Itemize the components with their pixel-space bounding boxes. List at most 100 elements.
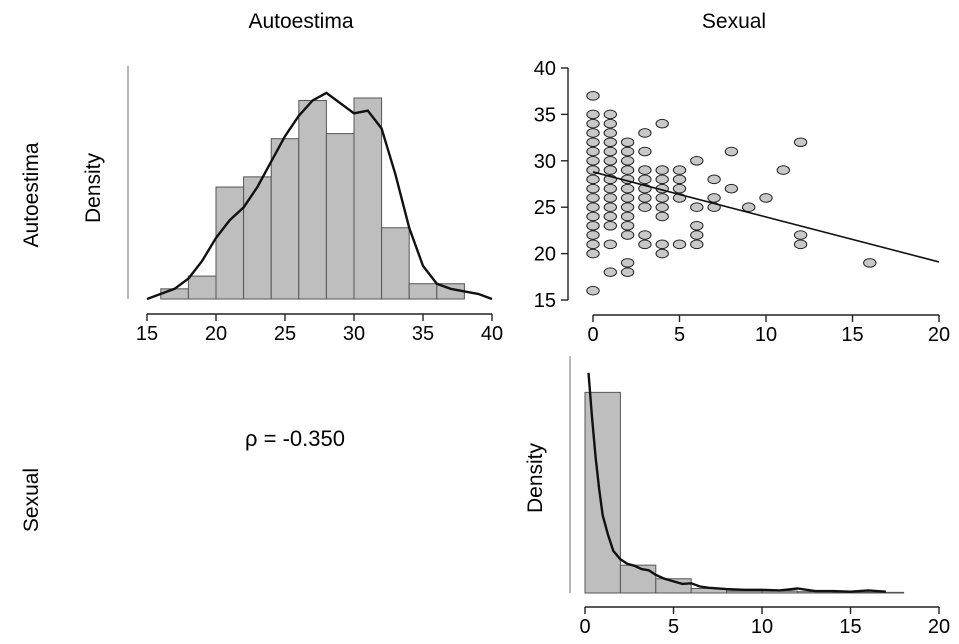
data-point bbox=[620, 137, 635, 148]
x-tick-label: 20 bbox=[928, 324, 950, 346]
data-point bbox=[620, 183, 635, 194]
data-point bbox=[586, 146, 600, 157]
data-point bbox=[638, 128, 652, 138]
data-point bbox=[724, 183, 739, 194]
histogram-bar bbox=[726, 590, 763, 594]
data-point bbox=[776, 165, 790, 175]
data-point bbox=[586, 285, 600, 296]
column-title-autoestima: Autoestima bbox=[248, 10, 353, 33]
data-point bbox=[638, 146, 652, 157]
data-point bbox=[586, 220, 600, 231]
histogram-autoestima-panel: Density 15 20 25 30 35 40 bbox=[82, 66, 503, 345]
data-point bbox=[603, 137, 617, 148]
histogram-bar bbox=[215, 186, 245, 300]
data-point bbox=[586, 109, 600, 120]
histogram-bar bbox=[353, 97, 383, 300]
data-point bbox=[638, 165, 652, 175]
correlation-value: ρ = -0.350 bbox=[245, 426, 345, 451]
data-point bbox=[586, 239, 600, 250]
correlation-panel: ρ = -0.350 bbox=[245, 426, 345, 451]
data-point bbox=[638, 230, 652, 240]
data-point bbox=[620, 193, 635, 203]
x-tick-label: 15 bbox=[136, 323, 158, 345]
data-point bbox=[603, 193, 617, 203]
density-curve bbox=[146, 91, 493, 301]
data-point bbox=[603, 239, 617, 250]
data-point bbox=[620, 165, 635, 175]
data-point bbox=[655, 202, 669, 212]
histogram-bar bbox=[619, 564, 657, 594]
data-point bbox=[759, 193, 773, 203]
data-point bbox=[586, 193, 600, 203]
histogram-bar bbox=[381, 227, 410, 300]
x-tick-label: 20 bbox=[205, 323, 227, 345]
data-point bbox=[603, 109, 617, 120]
data-point bbox=[603, 267, 617, 277]
histogram-bar bbox=[584, 391, 621, 594]
data-point bbox=[690, 230, 704, 240]
data-point bbox=[586, 91, 600, 101]
data-point bbox=[655, 193, 669, 203]
data-point bbox=[638, 239, 652, 250]
data-point bbox=[690, 156, 704, 166]
data-point bbox=[620, 220, 635, 231]
density-axis-label: Density bbox=[524, 442, 547, 513]
data-point bbox=[690, 202, 704, 212]
row-title-autoestima: Autoestima bbox=[20, 142, 43, 247]
data-point bbox=[638, 193, 652, 203]
data-point bbox=[603, 220, 617, 231]
data-point bbox=[742, 202, 756, 212]
data-point bbox=[603, 202, 617, 212]
data-point bbox=[690, 239, 704, 250]
data-point bbox=[793, 230, 808, 240]
x-tick-label: 5 bbox=[674, 324, 685, 346]
histogram-bar bbox=[325, 133, 355, 300]
histogram-bar bbox=[867, 591, 905, 594]
density-axis-label: Density bbox=[82, 152, 105, 223]
data-point bbox=[690, 220, 704, 231]
x-tick-label: 15 bbox=[841, 324, 863, 346]
y-tick-label: 40 bbox=[534, 58, 556, 80]
histogram-sexual-panel: Density 0 5 10 15 20 bbox=[524, 356, 950, 638]
data-point bbox=[655, 248, 669, 259]
y-tick-label: 35 bbox=[534, 104, 556, 126]
x-tick-label: 40 bbox=[481, 323, 503, 345]
histogram-bar bbox=[270, 138, 300, 300]
histogram-bar bbox=[408, 283, 438, 300]
y-tick-label: 30 bbox=[534, 151, 556, 173]
x-tick-label: 35 bbox=[412, 323, 434, 345]
histogram-bar bbox=[187, 275, 217, 300]
data-point bbox=[586, 183, 600, 194]
histogram-bar bbox=[243, 176, 272, 300]
data-point bbox=[707, 193, 721, 203]
y-tick-label: 20 bbox=[534, 244, 556, 266]
data-point bbox=[655, 118, 669, 129]
data-point bbox=[793, 239, 808, 250]
data-point bbox=[586, 174, 600, 185]
x-tick-label: 25 bbox=[274, 323, 296, 345]
data-point bbox=[603, 183, 617, 194]
scatter-panel: 15 20 25 30 35 40 0 5 10 15 20 bbox=[534, 58, 950, 346]
data-point bbox=[655, 211, 669, 222]
y-tick-label: 25 bbox=[534, 197, 556, 219]
x-tick-label: 0 bbox=[587, 324, 598, 346]
data-point bbox=[620, 146, 635, 157]
data-point bbox=[655, 239, 669, 250]
data-point bbox=[672, 174, 687, 185]
data-point bbox=[586, 211, 600, 222]
data-point bbox=[620, 267, 635, 277]
data-point bbox=[586, 230, 600, 240]
data-point bbox=[603, 118, 617, 129]
data-point bbox=[620, 211, 635, 222]
data-point bbox=[586, 248, 600, 259]
data-point bbox=[655, 174, 669, 185]
regression-line bbox=[592, 171, 940, 263]
data-point bbox=[586, 118, 600, 129]
x-tick-label: 20 bbox=[928, 616, 950, 638]
data-point bbox=[586, 156, 600, 166]
data-point bbox=[603, 165, 617, 175]
x-tick-label: 10 bbox=[751, 616, 773, 638]
x-tick-label: 15 bbox=[839, 616, 861, 638]
column-title-sexual: Sexual bbox=[702, 10, 766, 33]
